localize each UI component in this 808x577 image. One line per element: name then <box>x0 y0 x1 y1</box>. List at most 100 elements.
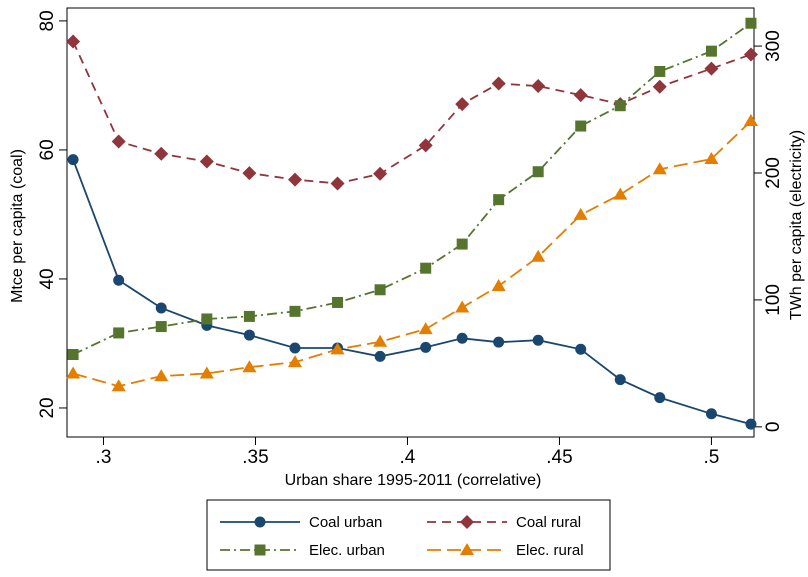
data-point-2 <box>456 238 468 250</box>
data-point-2 <box>532 166 544 178</box>
data-point-3 <box>743 113 758 126</box>
legend-marker-2 <box>254 544 266 556</box>
data-point-2 <box>374 284 386 296</box>
x-axis-label: Urban share 1995-2011 (correlative) <box>285 472 542 489</box>
legend-marker-0 <box>254 516 266 528</box>
data-point-0 <box>654 392 666 404</box>
data-point-1 <box>242 166 257 181</box>
data-point-1 <box>418 138 433 153</box>
data-point-0 <box>532 334 544 346</box>
data-point-3 <box>373 334 388 347</box>
series-layer <box>66 17 758 430</box>
legend-marker-3 <box>460 543 474 555</box>
data-point-3 <box>199 366 214 379</box>
data-point-2 <box>201 313 213 325</box>
data-point-2 <box>654 65 666 77</box>
data-point-1 <box>199 154 214 169</box>
data-point-2 <box>614 100 626 112</box>
data-point-1 <box>66 34 81 49</box>
y-tick-label-left: 40 <box>37 268 58 289</box>
data-point-0 <box>493 336 505 348</box>
data-point-0 <box>374 350 386 362</box>
data-point-3 <box>242 360 257 373</box>
y-axis-label-left: Mtce per capita (coal) <box>9 149 26 303</box>
data-point-3 <box>573 207 588 220</box>
legend-label: Elec. urban <box>309 542 385 559</box>
x-tick-label: .35 <box>242 447 268 468</box>
data-point-2 <box>420 262 432 274</box>
data-point-1 <box>573 88 588 103</box>
data-point-1 <box>373 166 388 181</box>
data-point-2 <box>113 327 125 339</box>
data-point-0 <box>614 374 626 386</box>
data-point-1 <box>743 47 758 62</box>
data-point-2 <box>332 296 344 308</box>
x-tick-label: .4 <box>400 447 416 468</box>
data-point-2 <box>705 45 717 57</box>
y-tick-label-right: 200 <box>763 157 784 189</box>
data-point-0 <box>705 408 717 420</box>
data-point-2 <box>745 17 757 29</box>
legend-label: Coal urban <box>309 514 382 531</box>
data-point-0 <box>243 329 255 341</box>
legend-marker-1 <box>460 515 474 529</box>
data-point-1 <box>704 61 719 76</box>
data-point-0 <box>745 418 757 430</box>
data-point-0 <box>289 342 301 354</box>
data-point-3 <box>330 342 345 355</box>
data-point-3 <box>287 355 302 368</box>
y-axis-label-right: TWh per capita (electricity) <box>788 130 805 320</box>
data-point-3 <box>531 249 546 262</box>
series-line-0 <box>72 159 752 425</box>
legend-label: Coal rural <box>516 514 581 531</box>
y-tick-label-left: 60 <box>37 139 58 160</box>
series-line-1 <box>72 41 752 185</box>
data-point-2 <box>155 321 167 333</box>
data-point-1 <box>455 97 470 112</box>
y-tick-label-right: 100 <box>763 284 784 316</box>
data-point-2 <box>493 194 505 206</box>
data-point-2 <box>289 305 301 317</box>
data-point-3 <box>66 366 81 379</box>
x-tick-label: .3 <box>96 447 112 468</box>
data-point-0 <box>575 343 587 355</box>
y-tick-label-right: 0 <box>763 422 784 433</box>
legend-label: Elec. rural <box>516 542 584 559</box>
data-point-3 <box>491 278 506 291</box>
series-line-3 <box>72 120 752 388</box>
data-point-1 <box>330 176 345 191</box>
data-point-3 <box>652 162 667 175</box>
x-tick-label: .5 <box>704 447 720 468</box>
data-point-2 <box>67 349 79 360</box>
data-point-0 <box>456 332 468 344</box>
data-point-1 <box>491 76 506 91</box>
x-tick-label: .45 <box>546 447 572 468</box>
data-point-3 <box>613 187 628 200</box>
data-point-1 <box>154 146 169 161</box>
plot-frame <box>66 7 755 438</box>
data-point-2 <box>575 120 587 132</box>
data-point-0 <box>155 302 167 314</box>
legend: Coal urban Coal rural Elec. urban Elec. rur… <box>206 499 611 571</box>
data-point-0 <box>420 341 432 353</box>
y-tick-label-left: 80 <box>37 10 58 31</box>
data-point-1 <box>111 134 126 149</box>
y-tick-label-right: 300 <box>763 30 784 62</box>
y-tick-label-left: 20 <box>37 397 58 418</box>
data-point-3 <box>154 369 169 382</box>
series-line-2 <box>72 22 752 356</box>
data-point-3 <box>704 152 719 165</box>
axes-layer: .3 .35 .4 .45 .5 20 40 60 80 0 100 200 300 <box>37 7 784 468</box>
data-point-0 <box>67 154 79 166</box>
data-point-0 <box>113 274 125 286</box>
data-point-1 <box>652 79 667 94</box>
legend-box <box>206 499 611 571</box>
data-point-3 <box>111 379 126 392</box>
data-point-1 <box>531 79 546 94</box>
data-point-1 <box>287 172 302 187</box>
data-point-3 <box>455 300 470 313</box>
data-point-3 <box>418 322 433 335</box>
data-point-2 <box>243 310 255 322</box>
